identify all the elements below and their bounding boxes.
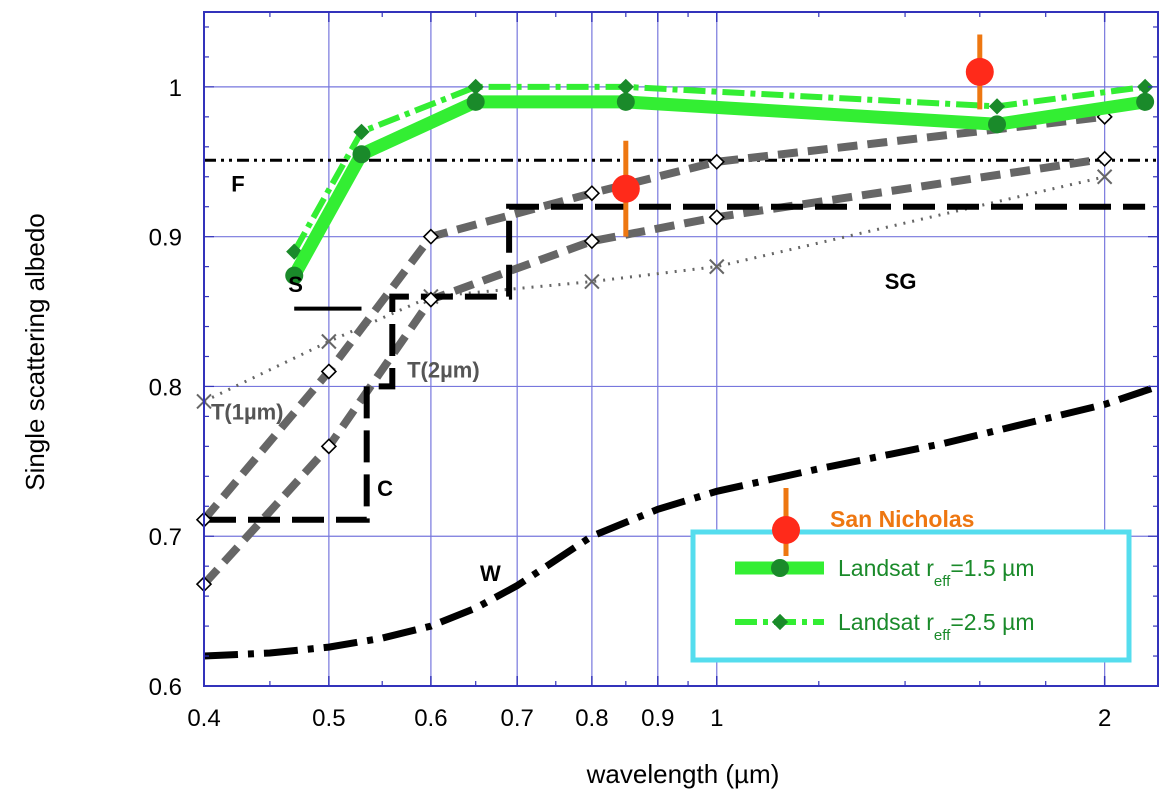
landsat-25-point xyxy=(988,98,1006,115)
landsat-15-point xyxy=(1136,92,1155,111)
legend-label: Landsat reff=2.5 µm xyxy=(838,609,1035,644)
legend-sn-marker xyxy=(772,516,800,544)
curve-label: W xyxy=(480,561,501,586)
legend: San Nicholas Landsat reff=1.5 µm Landsat r… xyxy=(690,488,1132,663)
series-sg-line xyxy=(203,175,1106,403)
y-tick-label: 0.6 xyxy=(149,674,182,701)
sg-point xyxy=(709,258,725,275)
landsat-15-point xyxy=(616,92,635,111)
t1-point xyxy=(422,228,440,245)
san-nicholas-point xyxy=(965,57,994,86)
landsat-25-point xyxy=(286,243,303,260)
x-tick-label: 0.7 xyxy=(500,705,533,732)
y-tick-label: 0.9 xyxy=(149,225,182,252)
legend-box xyxy=(690,529,1132,663)
landsat-15-point xyxy=(988,115,1007,134)
series-w-line xyxy=(203,383,1160,660)
series-landsat-15-line xyxy=(287,95,1152,283)
data-series xyxy=(195,34,1160,660)
landsat-25-point xyxy=(617,78,634,96)
x-tick-label: 0.8 xyxy=(575,705,608,732)
curve-label: S xyxy=(288,272,303,297)
legend-label: Landsat reff=1.5 µm xyxy=(838,555,1035,590)
t1-point xyxy=(708,153,725,170)
sg-point xyxy=(321,333,337,350)
curve-label: C xyxy=(377,476,393,501)
curve-label: T(2µm) xyxy=(407,357,480,382)
x-tick-label: 1 xyxy=(710,705,723,732)
legend-landsat-25-marker xyxy=(771,613,789,631)
y-tick-label: 0.7 xyxy=(149,524,182,551)
tick-labels: 0.4 0.5 0.6 0.7 0.8 0.9 1 2 0.6 0.7 0.8 0.9 1 xyxy=(149,75,1112,732)
legend-landsat-15-marker xyxy=(771,559,789,577)
t2-point xyxy=(422,291,440,308)
san-nicholas-point xyxy=(611,174,640,203)
x-tick-label: 0.5 xyxy=(312,705,345,732)
x-axis-title: wavelength (µm) xyxy=(586,759,780,789)
t2-point xyxy=(320,438,338,455)
t2-point xyxy=(708,209,725,226)
series-c-line xyxy=(204,203,1146,523)
t2-point xyxy=(583,233,601,250)
landsat-15-point xyxy=(466,92,485,111)
plot-frame xyxy=(203,11,1159,687)
sg-point xyxy=(1096,169,1113,185)
y-tick-label: 0.8 xyxy=(149,374,182,401)
y-tick-label: 1 xyxy=(169,75,182,102)
plot-border xyxy=(203,11,1159,687)
t1-point xyxy=(320,363,338,380)
x-tick-label: 0.9 xyxy=(641,705,674,732)
x-tick-label: 0.6 xyxy=(414,705,447,732)
curve-annotations: F S SG T(2µm) T(1µm) C W xyxy=(211,172,917,586)
landsat-15-point xyxy=(352,145,371,164)
x-tick-label: 0.4 xyxy=(187,705,220,732)
y-axis-title: Single scattering albedo xyxy=(20,213,50,491)
landsat-15-point xyxy=(285,266,304,285)
series-t1-line xyxy=(200,112,1106,523)
curve-label: T(1µm) xyxy=(211,399,284,424)
legend-label: San Nicholas xyxy=(830,506,974,532)
t2-point xyxy=(1096,150,1113,167)
x-tick-label: 2 xyxy=(1098,705,1111,732)
sg-point xyxy=(584,273,600,290)
landsat-25-point xyxy=(353,123,370,140)
curve-label: SG xyxy=(885,269,917,294)
curve-label: F xyxy=(231,172,244,197)
t1-point xyxy=(583,185,601,202)
